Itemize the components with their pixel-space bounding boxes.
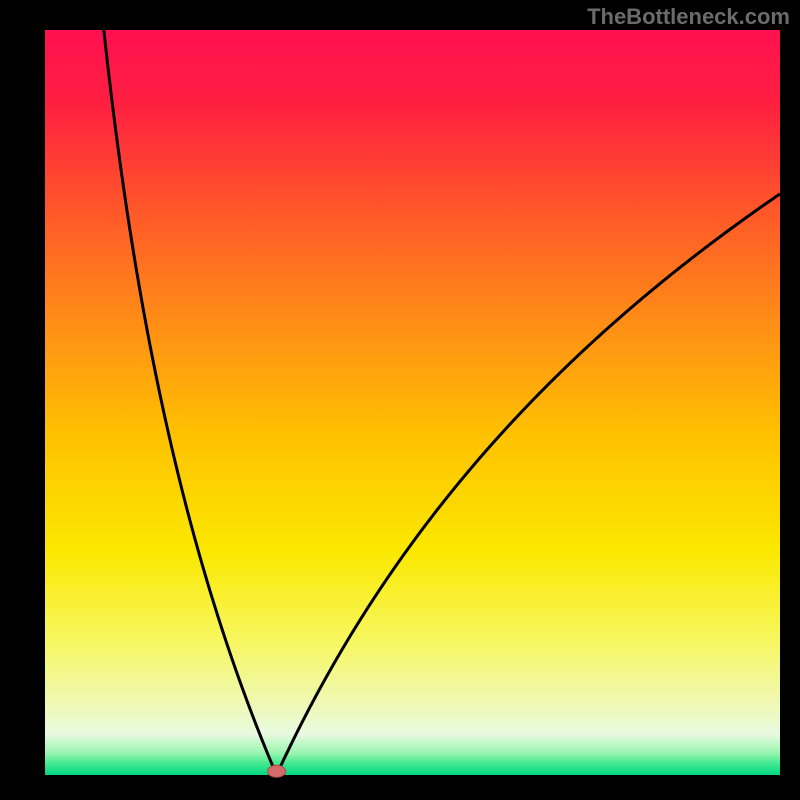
watermark-text: TheBottleneck.com (587, 4, 790, 30)
optimal-point-marker (268, 765, 286, 777)
plot-background (45, 30, 780, 775)
chart-svg (0, 0, 800, 800)
chart-container: TheBottleneck.com (0, 0, 800, 800)
